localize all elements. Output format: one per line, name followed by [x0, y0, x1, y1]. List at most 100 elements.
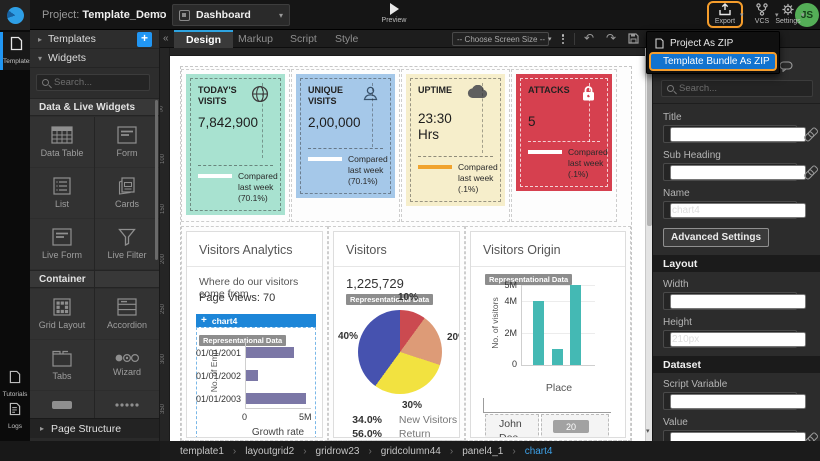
page-canvas[interactable]: TODAY'S VISITS 7,842,900 Compared last w… — [170, 56, 645, 441]
scroll-down-arrow[interactable]: ▾ — [646, 428, 650, 435]
widget-tile-cards[interactable]: Cards — [95, 168, 159, 218]
vcs-label: VCS — [754, 18, 770, 25]
chevron-down-icon: ▾ — [548, 36, 552, 43]
kpi-card-attacks[interactable]: ATTACKS 5 Compared last week (.1%) — [516, 74, 612, 191]
kpi-note: Compared last week (70.1%) — [238, 170, 278, 203]
settings-button[interactable]: Settings ▾ — [773, 3, 805, 25]
rail-item-label: Templates — [3, 58, 33, 65]
origin-bar-3 — [570, 285, 581, 365]
more-options-button[interactable] — [558, 33, 568, 45]
widget-tile-data-table[interactable]: Data Table — [30, 117, 94, 167]
grid-cell[interactable]: Visitors 1,225,729 Representational Data… — [328, 226, 465, 441]
grid-cell[interactable]: TODAY'S VISITS 7,842,900 Compared last w… — [181, 69, 290, 222]
selected-widget-header[interactable]: + chart4 — [196, 314, 316, 327]
widget-search-input[interactable] — [54, 77, 144, 88]
page-structure-header[interactable]: ▸ Page Structure — [30, 418, 159, 438]
widgets-section-header[interactable]: ▾ Widgets — [30, 49, 159, 68]
panel-visitors-analytics[interactable]: Visitors Analytics Where do our visitors… — [186, 231, 323, 438]
menu-item-project-as-zip[interactable]: Project As ZIP — [649, 34, 777, 52]
breadcrumb-item[interactable]: layoutgrid2 — [245, 445, 295, 457]
origin-bar-1 — [533, 301, 544, 365]
preview-button[interactable]: Preview — [372, 3, 416, 24]
save-button[interactable] — [628, 33, 639, 47]
tab-markup[interactable]: Markup — [238, 33, 274, 45]
layout-section-header[interactable]: Layout — [653, 255, 820, 272]
vcs-button[interactable]: VCS ▾ — [747, 3, 779, 25]
dataset-section-header[interactable]: Dataset — [653, 356, 820, 373]
screen-size-select[interactable]: -- Choose Screen Size -- ▾ — [452, 32, 552, 46]
canvas-scrollbar[interactable]: ▾ — [645, 48, 652, 441]
add-template-button[interactable]: + — [137, 31, 152, 47]
redo-button[interactable]: ↷ — [606, 31, 617, 45]
bar-2001 — [246, 347, 294, 358]
widget-tile-list[interactable]: List — [30, 168, 94, 218]
kpi-card-uptime[interactable]: UPTIME 23:30 Hrs Compared last week (.1%… — [406, 74, 505, 206]
widget-tile-accordion[interactable]: Accordion — [95, 289, 159, 339]
tab-design[interactable]: Design — [174, 30, 234, 48]
properties-search-input[interactable] — [679, 83, 807, 94]
breadcrumb-item-current[interactable]: chart4 — [524, 445, 553, 457]
widget-tile-grid-layout[interactable]: Grid Layout — [30, 289, 94, 339]
rail-item-tutorials[interactable]: Tutorials — [0, 370, 30, 398]
widget-tile-partial[interactable] — [95, 391, 159, 418]
export-button[interactable]: Export ▾ — [710, 3, 744, 25]
breadcrumb-item[interactable]: gridrow23 — [315, 445, 360, 457]
width-input[interactable] — [670, 293, 806, 309]
chevron-right-icon: › — [449, 445, 454, 457]
chat-icon[interactable] — [779, 60, 793, 72]
menu-item-label: Project As ZIP — [670, 37, 734, 49]
widget-tile-partial[interactable] — [30, 391, 94, 418]
link-icon[interactable] — [804, 166, 817, 179]
document-icon — [655, 37, 664, 49]
kpi-card-todays-visits[interactable]: TODAY'S VISITS 7,842,900 Compared last w… — [186, 74, 285, 215]
panel-visitors-origin[interactable]: Visitors Origin Representational Data 5M… — [470, 231, 626, 438]
link-icon[interactable] — [804, 433, 817, 441]
breadcrumb-item[interactable]: template1 — [180, 445, 224, 457]
app-logo[interactable] — [0, 0, 30, 30]
link-icon[interactable] — [804, 128, 817, 141]
widget-tile-form[interactable]: Form — [95, 117, 159, 167]
panel-visitors[interactable]: Visitors 1,225,729 Representational Data… — [333, 231, 460, 438]
title-input[interactable] — [670, 126, 806, 142]
grid-cell[interactable]: UPTIME 23:30 Hrs Compared last week (.1%… — [401, 69, 510, 222]
tab-script[interactable]: Script — [290, 33, 317, 45]
kpi-card-unique-visits[interactable]: UNIQUE VISITS 2,00,000 Compared last wee… — [296, 74, 395, 198]
gridline — [521, 301, 595, 302]
script-variable-input[interactable] — [670, 393, 806, 409]
export-menu: Project As ZIP Template Bundle As ZIP — [646, 31, 780, 74]
chart4-selection-area[interactable]: Representational Data No. of Emp 01/01/2… — [196, 327, 316, 437]
widget-tile-tabs[interactable]: Tabs — [30, 340, 94, 390]
templates-section-header[interactable]: ▸ Templates + — [30, 30, 159, 49]
grid-cell[interactable]: UNIQUE VISITS 2,00,000 Compared last wee… — [291, 69, 400, 222]
advanced-settings-button[interactable]: Advanced Settings — [663, 228, 769, 247]
rail-item-templates[interactable]: Templates — [0, 32, 33, 70]
collapse-panel-button[interactable]: « — [163, 33, 169, 44]
widget-tile-wizard[interactable]: Wizard — [95, 340, 159, 390]
grid-cell[interactable]: Visitors Analytics Where do our visitors… — [181, 226, 328, 441]
grid-cell[interactable]: Visitors Origin Representational Data 5M… — [465, 226, 631, 441]
breadcrumb-item[interactable]: gridcolumn44 — [380, 445, 441, 457]
scrollbar-thumb[interactable] — [647, 56, 652, 226]
kpi-spark-bar — [198, 173, 232, 178]
kpi-spark-bar — [528, 149, 562, 154]
move-icon[interactable]: + — [201, 314, 207, 326]
undo-button[interactable]: ↶ — [584, 31, 595, 45]
name-input[interactable] — [670, 202, 806, 218]
value-input[interactable] — [670, 431, 806, 441]
height-input[interactable] — [670, 331, 806, 347]
widget-tile-live-form[interactable]: Live Form — [30, 219, 94, 269]
horizontal-ruler — [170, 48, 645, 56]
breadcrumb-item[interactable]: panel4_1 — [462, 445, 504, 457]
grid-cell[interactable]: ATTACKS 5 Compared last week (.1%) — [511, 69, 617, 222]
widget-tile-live-filter[interactable]: Live Filter — [95, 219, 159, 269]
page-selector[interactable]: Dashboard ▾ — [172, 4, 290, 26]
rail-item-logs[interactable]: Logs — [0, 402, 30, 430]
sub-heading-input[interactable] — [670, 164, 806, 180]
menu-item-template-bundle-as-zip[interactable]: Template Bundle As ZIP — [649, 52, 777, 71]
tab-style[interactable]: Style — [335, 33, 359, 45]
left-panel-scrollbar[interactable] — [155, 100, 158, 260]
user-avatar[interactable]: JS — [795, 3, 819, 27]
chevron-right-icon: › — [512, 445, 516, 457]
kpi-note: Compared last week (.1%) — [568, 146, 608, 179]
